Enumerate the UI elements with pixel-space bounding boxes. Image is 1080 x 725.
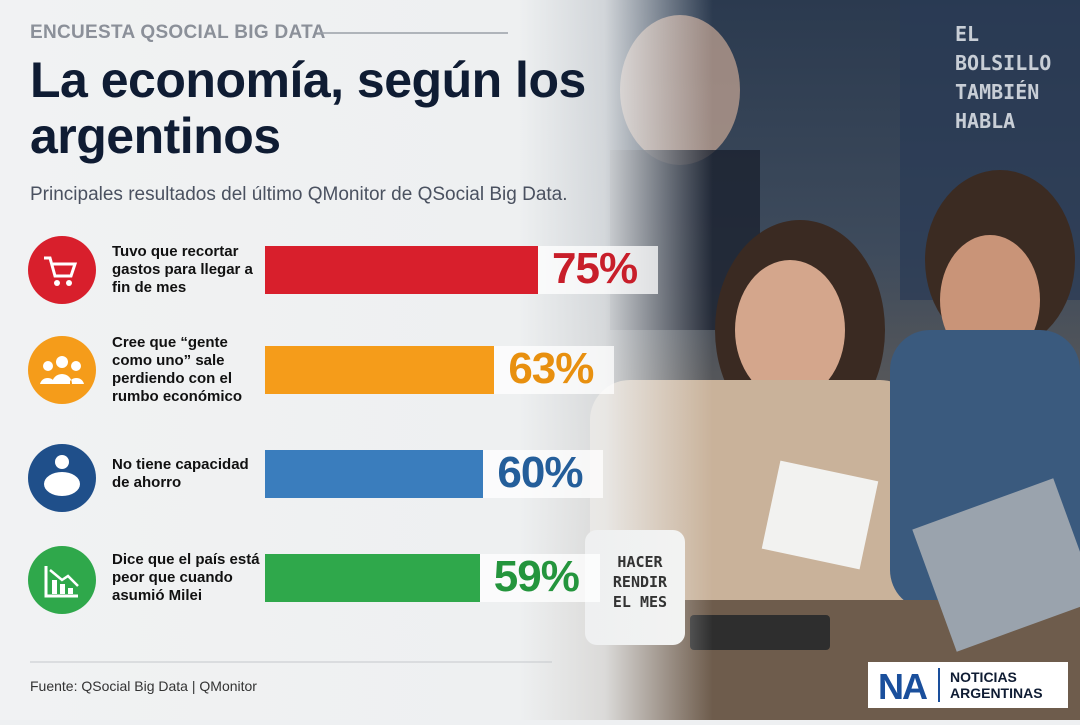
icons bbox=[28, 236, 96, 614]
source: Fuente: QSocial Big Data | QMonitor bbox=[30, 678, 257, 694]
logo: NA NOTICIAS ARGENTINAS bbox=[868, 662, 1068, 708]
subtitle: Principales resultados del último QMonit… bbox=[30, 184, 568, 205]
value-label: 59% bbox=[493, 552, 580, 601]
value-label: 63% bbox=[508, 344, 594, 393]
value-label: 60% bbox=[497, 448, 583, 497]
kicker: ENCUESTA QSOCIAL BIG DATA bbox=[30, 22, 326, 43]
label-box bbox=[494, 346, 615, 394]
cart-icon bbox=[28, 236, 96, 304]
label-box bbox=[479, 554, 600, 602]
label-box bbox=[538, 246, 658, 294]
category-label: Dice que el país está peor que cuando as… bbox=[112, 551, 260, 604]
logo-rule bbox=[938, 668, 946, 702]
value-label: 75% bbox=[552, 244, 638, 293]
bar bbox=[265, 554, 480, 602]
people-icon bbox=[28, 336, 96, 404]
bar bbox=[265, 246, 538, 294]
bar bbox=[265, 346, 495, 394]
chart-down-icon bbox=[28, 546, 96, 614]
logo-name: NOTICIAS ARGENTINAS bbox=[950, 669, 1043, 701]
piggy-icon bbox=[28, 444, 96, 512]
label-box bbox=[483, 450, 604, 498]
mug-text: HACER RENDIR EL MES bbox=[612, 553, 668, 611]
title: La economía, según los argentinos bbox=[30, 52, 586, 164]
side-text: EL BOLSILLO TAMBIÉN HABLA bbox=[955, 22, 1052, 133]
logo-mark: NA bbox=[878, 666, 928, 707]
category-label: Cree que “gente como uno” sale perdiendo… bbox=[112, 334, 243, 405]
category-label: No tiene capacidad de ahorro bbox=[112, 456, 249, 491]
category-label: Tuvo que recortar gastos para llegar a f… bbox=[112, 243, 253, 296]
bar bbox=[265, 450, 484, 498]
